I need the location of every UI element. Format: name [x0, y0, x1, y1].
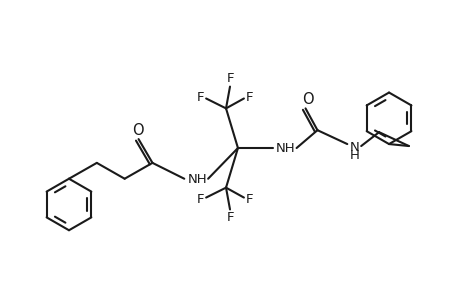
Text: N: N [349, 140, 358, 154]
Text: F: F [196, 91, 203, 104]
Text: F: F [246, 91, 253, 104]
Text: F: F [196, 193, 203, 206]
Text: F: F [227, 72, 234, 85]
Text: H: H [348, 149, 358, 162]
Text: O: O [301, 92, 313, 107]
Text: F: F [227, 211, 234, 224]
Text: NH: NH [187, 173, 207, 186]
Text: O: O [131, 123, 143, 138]
Text: NH: NH [275, 142, 295, 154]
Text: F: F [246, 193, 253, 206]
